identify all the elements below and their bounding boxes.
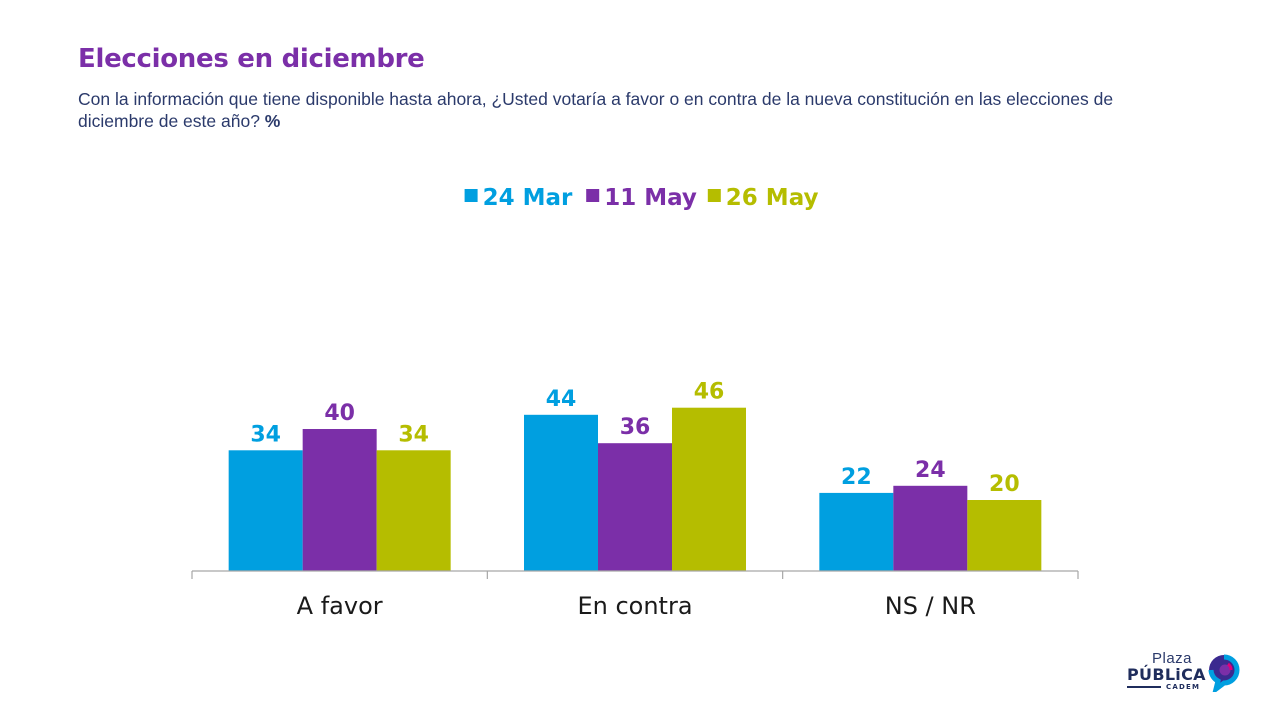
data-label: 36: [620, 415, 651, 440]
logo-rule: [1127, 686, 1161, 688]
data-label: 40: [324, 401, 355, 426]
question-body: Con la información que tiene disponible …: [78, 89, 1114, 131]
legend-label: 26 May: [726, 185, 819, 211]
data-label: 22: [841, 465, 872, 490]
data-label: 34: [250, 422, 281, 447]
bar-ns-nr-11-may: [893, 485, 968, 571]
data-label: 34: [398, 422, 429, 447]
logo-plaza-text: Plaza: [1152, 650, 1193, 667]
category-label: En contra: [577, 592, 692, 620]
category-label: A favor: [297, 592, 383, 620]
page-title: Elecciones en diciembre: [78, 44, 425, 74]
x-axis: A favor En contra NS / NR: [191, 570, 1079, 620]
chart-legend: 24 Mar 11 May 26 May: [464, 185, 819, 211]
bar-a-favor-11-may: [302, 429, 377, 571]
bar-a-favor-24-mar: [228, 450, 303, 571]
logo-publica-text: PÚBLiCA: [1127, 665, 1206, 684]
plaza-publica-cadem-logo: Plaza PÚBLiCA CADEM: [1124, 650, 1244, 694]
bar-en-contra-26-may: [672, 407, 746, 571]
legend-swatch: [707, 189, 721, 202]
chart-bars: 34 40 34 44 36 46 22 24 20: [228, 380, 1042, 571]
unit-label: %: [264, 111, 281, 131]
bar-en-contra-24-mar: [524, 414, 598, 571]
legend-label: 24 Mar: [483, 185, 573, 211]
data-label: 24: [915, 458, 946, 483]
legend-swatch: [464, 189, 478, 202]
data-label: 20: [989, 472, 1020, 497]
question-text: Con la información que tiene disponible …: [78, 88, 1158, 132]
category-label: NS / NR: [885, 592, 976, 620]
bar-ns-nr-24-mar: [819, 492, 894, 571]
legend-swatch: [586, 189, 600, 202]
bar-a-favor-26-may: [376, 450, 451, 571]
speech-bubble-swirl-icon: [1208, 654, 1240, 692]
bar-en-contra-11-may: [598, 443, 672, 571]
bar-ns-nr-26-may: [967, 500, 1042, 571]
data-label: 44: [546, 387, 577, 412]
logo-cadem-text: CADEM: [1166, 683, 1201, 691]
legend-label: 11 May: [604, 185, 697, 211]
data-label: 46: [694, 380, 725, 405]
